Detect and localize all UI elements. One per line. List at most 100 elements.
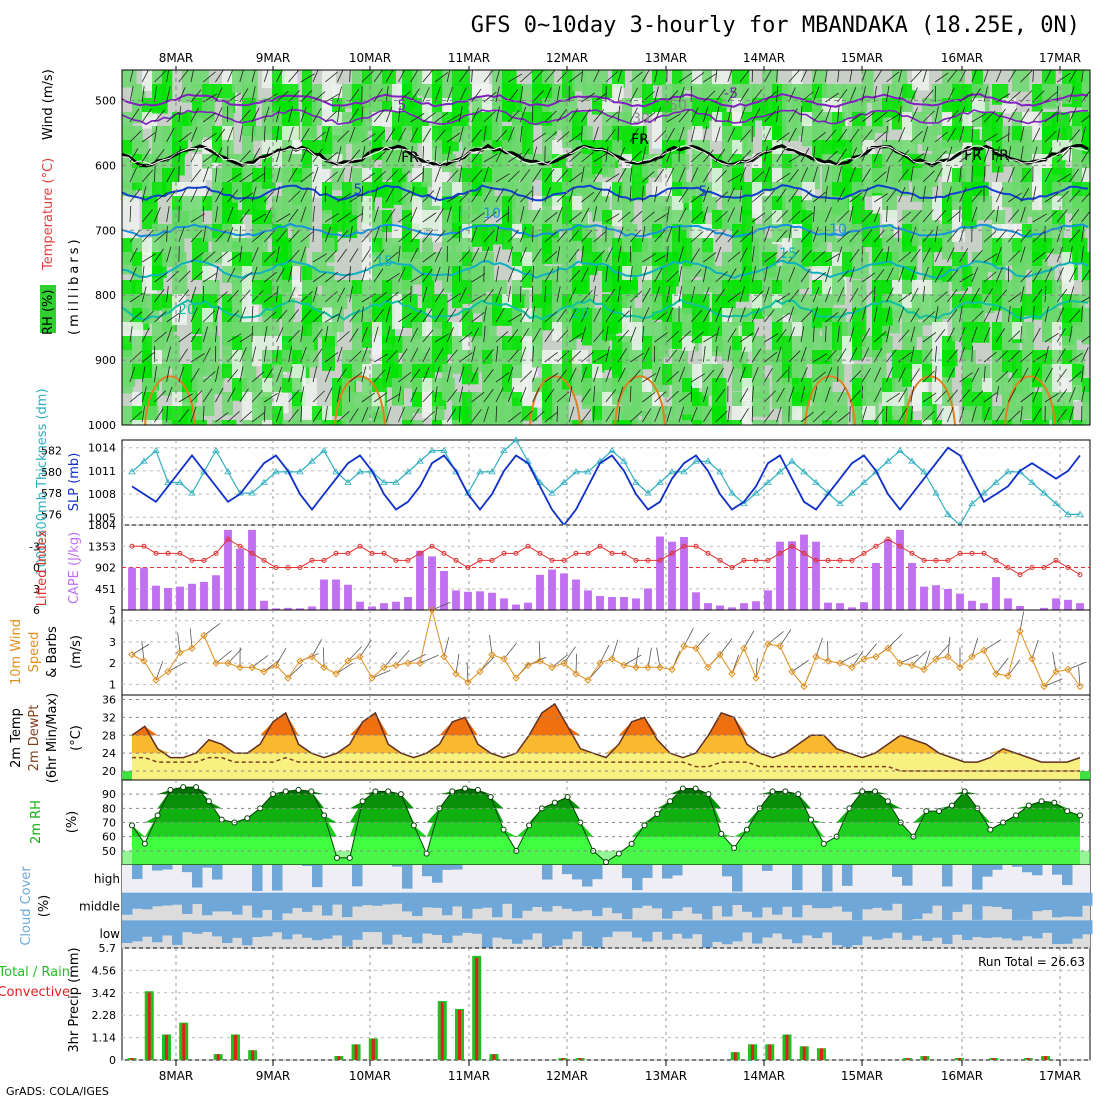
wind-barb [910,186,915,203]
wind-barb [1008,330,1021,343]
cloud-bar [962,920,973,941]
wind-barb [227,189,239,203]
wind-barb [300,326,304,343]
wind-barb [764,309,775,323]
cape-bar [440,571,448,610]
rh-shade-cell [672,84,683,105]
wind-barb [764,266,768,283]
rh-shade-cell [272,168,283,183]
wind-barb [300,90,313,103]
wind-barb [422,286,428,303]
wind-barb [337,331,350,343]
wind-barb [743,630,755,649]
wind-barb [910,87,918,103]
wind-barb [983,110,996,123]
rh-shade-cell [902,364,913,387]
cape-bar [452,590,460,610]
rh-shade-cell [1072,112,1085,131]
wind-barb [556,86,561,103]
wind-barb [1069,309,1081,323]
cloud-bar [872,892,883,908]
wind-barb [251,371,265,383]
wind-barb [190,229,203,243]
wind-barb [825,166,830,183]
li-point [681,543,687,549]
wind-barb [129,86,134,103]
wind-barb [690,211,704,223]
wind-barb [605,85,607,103]
wind-barb [520,106,527,123]
wind-point [992,670,1000,678]
wind-barb [898,367,906,383]
rh-shade-cell [632,350,644,394]
wind-barb [934,186,939,203]
cape-bar [812,541,820,610]
rh-point [1025,802,1032,809]
li-point [801,550,807,556]
rh-shade-cell [652,350,664,377]
wind-barb [1044,147,1053,163]
cloud-bar [762,865,773,871]
cloud-bar [552,892,563,907]
thickness-point [176,478,184,485]
wind-barb [605,247,613,263]
wind-barb [922,332,937,343]
wind-barb [703,90,716,103]
wind-barb [483,126,487,143]
wind-barb [776,387,785,403]
wind-barb [155,661,164,681]
rh-shade-cell [892,420,910,425]
precip-label: 3hr Precip (mm) [67,947,82,1052]
wind-barb [483,166,489,183]
wind-barb [434,247,443,263]
cloud-bar [982,920,993,938]
cape-bar [176,586,184,610]
date-label-top: 14MAR [743,51,785,65]
rh-shade-cell [732,420,745,425]
rh-shade-cell [482,84,493,126]
precip-conv-bar [561,1058,565,1060]
wind-point [404,659,412,667]
wind-barb [446,308,457,323]
wind-barb [727,187,735,203]
rh-shade-cell [792,294,804,313]
wind-barb [349,371,363,383]
wind-barb [910,70,922,83]
wind-barb [544,186,551,203]
wind-barb [690,192,705,203]
rh-point [129,822,135,829]
rh-shade-cell [922,98,933,115]
wind-barb [776,266,781,283]
rh-shade-cell [592,154,603,169]
rh-shade-cell [992,364,1004,395]
wind-barb [751,367,759,383]
cloud-bar [732,865,743,892]
cloud-bar [532,920,543,934]
wind-barb [642,186,644,203]
wind-barb [837,70,840,83]
wind-barb [678,266,683,283]
wind-barb [910,346,915,363]
wind-barb [1020,206,1026,223]
wind-barb [947,186,952,203]
date-label-bottom: 8MAR [159,1069,194,1083]
wind-barb [1044,332,1059,343]
wind-barb [398,146,403,163]
rh-shade-cell [642,322,654,342]
wind-barb [288,266,293,283]
wind-barb [1008,108,1018,123]
wind-barb [934,329,946,343]
wind-barb [642,126,645,143]
wind-barb [141,266,145,283]
wind-barb [678,366,686,383]
rh-shade-cell [352,70,365,89]
wind-barb [983,146,990,163]
wind-barb [899,654,919,664]
contour-label: 20 [571,306,589,322]
wind-point [740,644,748,652]
wind-point [1004,672,1012,680]
cloud-bar [722,865,733,877]
wind-barb [1044,267,1053,283]
wind-barb [654,311,668,323]
wind-barb [361,206,364,223]
